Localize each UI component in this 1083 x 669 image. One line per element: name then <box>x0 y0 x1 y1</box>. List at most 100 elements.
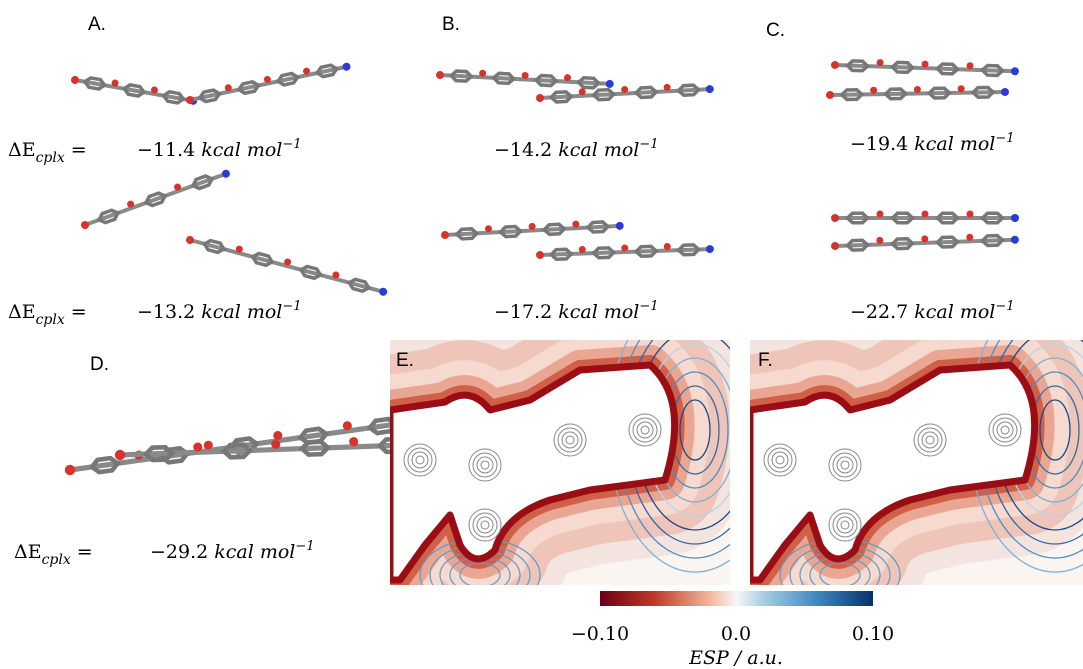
molecule <box>536 83 714 104</box>
energy: −11.4 kcal mol−1 <box>137 137 302 161</box>
delta-sub: cplx <box>42 552 71 568</box>
inner-contour <box>832 512 858 538</box>
energy-exponent: −1 <box>639 137 658 152</box>
colorbar-tick: 0.0 <box>721 623 751 645</box>
map-inner <box>390 340 730 585</box>
inner-contour <box>992 417 1018 443</box>
end-atom <box>379 287 388 296</box>
end-atom <box>536 251 544 259</box>
molecule <box>826 85 1009 102</box>
ring <box>142 444 176 463</box>
oxygen <box>913 85 921 93</box>
oxygen <box>235 245 243 253</box>
contour <box>679 399 711 461</box>
ring <box>934 62 960 76</box>
inner-contour <box>476 516 494 534</box>
panel-label: A. <box>88 14 106 35</box>
colorbar-tick: −0.10 <box>571 623 629 645</box>
map-inner <box>750 340 1083 585</box>
ring <box>82 76 108 91</box>
end-atom <box>186 96 194 104</box>
ring <box>889 236 915 251</box>
panel-label: F. <box>758 350 773 371</box>
bond <box>539 87 710 100</box>
energy: −22.7 kcal mol−1 <box>850 299 1015 323</box>
panel-label: B. <box>442 14 460 35</box>
oxygen <box>578 246 586 254</box>
end-atom <box>342 62 351 71</box>
inner-contour <box>472 512 498 538</box>
end-atom <box>615 221 624 230</box>
oxygen <box>578 88 586 96</box>
surface <box>390 361 679 584</box>
energy-value: −17.2 <box>494 301 552 323</box>
end-atom <box>81 221 89 229</box>
end-atom <box>436 71 444 79</box>
panel-label: E. <box>396 350 414 371</box>
esp-maps <box>390 340 1083 585</box>
ring <box>158 445 191 465</box>
energy: −19.4 kcal mol−1 <box>850 131 1015 155</box>
ring <box>934 235 960 249</box>
ring <box>839 88 865 102</box>
end-atom <box>186 236 194 244</box>
energy-labels: ΔEcplx = −11.4 kcal mol−1 −14.2 kcal mol−1 −19… <box>8 131 1015 568</box>
ring <box>88 455 121 475</box>
delta-label: ΔEcplx = <box>8 301 87 328</box>
inner-contour <box>472 452 498 478</box>
energy: −13.2 kcal mol−1 <box>137 299 302 323</box>
molecule <box>831 233 1019 252</box>
inner-contour <box>840 460 850 470</box>
ring <box>979 63 1005 78</box>
colorbar-label: ESP / a.u. <box>688 647 783 669</box>
oxygen <box>224 84 232 92</box>
inner-contour <box>828 448 862 482</box>
inner-contour <box>840 520 850 530</box>
molecule <box>436 69 614 90</box>
oxygen <box>271 439 281 449</box>
inner-contour <box>468 448 502 482</box>
end-atom <box>221 169 230 178</box>
end-atom <box>826 91 834 99</box>
ring <box>220 442 254 460</box>
contour <box>1039 399 1071 461</box>
end-atom <box>605 79 614 88</box>
energy-unit: kcal mol <box>214 541 295 563</box>
esp-map <box>750 340 1083 585</box>
inner-contour <box>917 427 943 453</box>
ring <box>298 439 332 457</box>
inner-contour <box>996 421 1014 439</box>
energy-unit: kcal mol <box>201 301 282 323</box>
end-atom <box>1010 235 1019 244</box>
oxygen <box>921 60 929 68</box>
ring <box>633 244 659 259</box>
esp-map <box>390 340 730 585</box>
ring <box>934 211 961 225</box>
ring <box>979 233 1005 248</box>
energy-exponent: −1 <box>995 131 1014 146</box>
molecule <box>831 210 1019 225</box>
bond <box>539 247 710 257</box>
ring <box>548 247 574 261</box>
ring <box>121 83 147 98</box>
oxygen <box>663 83 671 91</box>
molecule <box>441 220 624 241</box>
ring <box>576 75 602 90</box>
oxygen <box>284 258 292 266</box>
molecules <box>64 59 1019 476</box>
energy: −29.2 kcal mol−1 <box>150 539 315 563</box>
inner-contour <box>480 460 490 470</box>
end-atom <box>71 76 79 84</box>
oxygen <box>966 62 974 70</box>
oxygen <box>876 236 884 244</box>
energy-value: −19.4 <box>850 133 908 155</box>
ring <box>591 246 617 260</box>
oxygen <box>349 437 359 447</box>
energy-value: −13.2 <box>137 301 195 323</box>
end-atom <box>114 449 126 461</box>
ring <box>533 73 559 88</box>
ring <box>926 86 952 100</box>
ring <box>970 85 996 99</box>
energy-exponent: −1 <box>995 299 1014 314</box>
